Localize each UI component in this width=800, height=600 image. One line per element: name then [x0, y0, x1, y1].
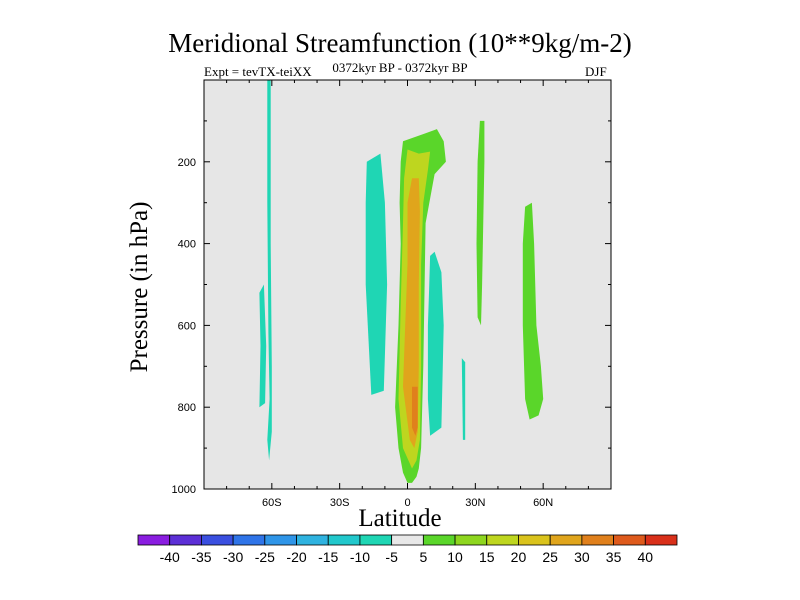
colorbar-swatch — [581, 534, 614, 546]
chart-subtitle-season: DJF — [585, 64, 607, 79]
contour-region-nh-streak-cyan — [461, 358, 466, 440]
x-tick-label: 60N — [533, 497, 553, 509]
colorbar-label: 20 — [511, 549, 527, 565]
colorbar-swatch — [359, 534, 393, 546]
colorbar-swatch — [296, 534, 329, 546]
contour-region-hadley-orange — [403, 178, 420, 449]
colorbar-label: 30 — [574, 549, 590, 565]
chart-title: Meridional Streamfunction (10**9kg/m-2) — [168, 28, 632, 58]
colorbar-swatch — [486, 534, 519, 546]
colorbar-label: 40 — [638, 549, 654, 565]
colorbar-swatch — [549, 534, 583, 546]
colorbar-label: -35 — [191, 549, 211, 565]
colorbar-label: -5 — [385, 549, 398, 565]
contour-region-nh-streak-green — [476, 120, 485, 326]
colorbar-label: -25 — [255, 549, 275, 565]
contour-region-sh-polar-lower — [259, 284, 267, 408]
colorbar-label: -10 — [350, 549, 370, 565]
colorbar-swatch — [264, 534, 297, 546]
colorbar-label: 15 — [479, 549, 495, 565]
colorbar-label: 5 — [419, 549, 427, 565]
colorbar-swatch — [518, 534, 551, 546]
x-axis-label: Latitude — [358, 505, 442, 532]
colorbar-label: 35 — [606, 549, 622, 565]
colorbar-swatch — [232, 534, 266, 546]
colorbar-swatch — [169, 534, 202, 546]
chart-subtitle-experiment: Expt = tevTX-teiXX — [204, 64, 312, 79]
contour-region-hadley-core — [412, 386, 418, 436]
colorbar-label: -15 — [318, 549, 338, 565]
contour-region-nh-extra-green — [522, 202, 544, 420]
x-tick-label: 30S — [330, 497, 350, 509]
y-tick-label: 200 — [178, 157, 196, 169]
y-tick-label: 400 — [178, 239, 196, 251]
colorbar-label: 10 — [447, 549, 463, 565]
contour-region-sh-polar-narrow — [267, 80, 272, 461]
chart-subtitle-period: 0372kyr BP - 0372kyr BP — [332, 60, 468, 75]
colorbar-swatch — [327, 534, 361, 546]
colorbar-swatch — [613, 534, 646, 546]
colorbar-swatch — [644, 534, 678, 546]
colorbar-swatch — [454, 534, 488, 546]
colorbar-label: 25 — [542, 549, 558, 565]
colorbar-swatch — [422, 534, 456, 546]
y-tick-label: 600 — [178, 320, 196, 332]
x-tick-label: 60S — [262, 497, 282, 509]
x-tick-label: 30N — [465, 497, 485, 509]
x-tick-label: 0 — [404, 497, 410, 509]
colorbar-swatch — [137, 534, 171, 546]
y-tick-label: 1000 — [172, 484, 196, 496]
colorbar-swatch — [391, 534, 424, 546]
contour-region-nh-tropic-cyan — [427, 251, 444, 436]
contour-region-sh-subtropic-band — [365, 153, 388, 395]
y-tick-label: 800 — [178, 402, 196, 414]
colorbar-label: -40 — [160, 549, 180, 565]
colorbar-label: -20 — [286, 549, 306, 565]
colorbar-label: -30 — [223, 549, 243, 565]
colorbar-swatch — [201, 534, 234, 546]
